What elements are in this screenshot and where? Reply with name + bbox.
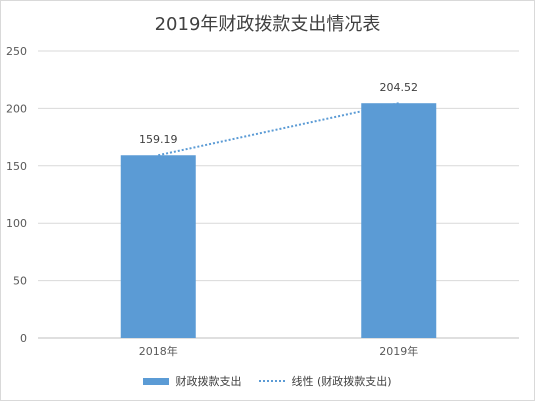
legend-item-series: 财政拨款支出 — [143, 373, 241, 389]
x-tick-label: 2018年 — [139, 344, 178, 358]
legend-swatch-trendline — [259, 380, 286, 382]
y-axis: 0 50 100 150 200 250 — [6, 45, 27, 345]
x-tick-label: 2019年 — [379, 344, 418, 358]
bar — [361, 103, 437, 339]
chart-title: 2019年财政拨款支出情况表 — [154, 14, 381, 35]
trendline — [158, 102, 399, 157]
legend: 财政拨款支出 线性 (财政拨款支出) — [0, 372, 535, 390]
legend-label-trendline: 线性 (财政拨款支出) — [291, 375, 392, 388]
legend-swatch-bar — [143, 377, 170, 385]
gridlines — [38, 50, 519, 339]
data-labels: 159.19 204.52 — [139, 81, 418, 146]
trendline-group — [158, 102, 399, 157]
data-label: 204.52 — [380, 81, 419, 94]
legend-item-trendline: 线性 (财政拨款支出) — [259, 373, 392, 389]
y-tick-label: 50 — [13, 275, 27, 288]
bars — [120, 103, 437, 339]
bar — [120, 155, 196, 338]
y-tick-label: 250 — [6, 45, 27, 58]
y-tick-label: 0 — [20, 332, 27, 345]
x-axis: 2018年 2019年 — [139, 344, 419, 358]
y-tick-label: 100 — [6, 217, 27, 230]
y-tick-label: 150 — [6, 160, 27, 173]
data-label: 159.19 — [139, 133, 178, 146]
legend-label-series: 财政拨款支出 — [175, 375, 242, 388]
y-tick-label: 200 — [6, 102, 27, 115]
